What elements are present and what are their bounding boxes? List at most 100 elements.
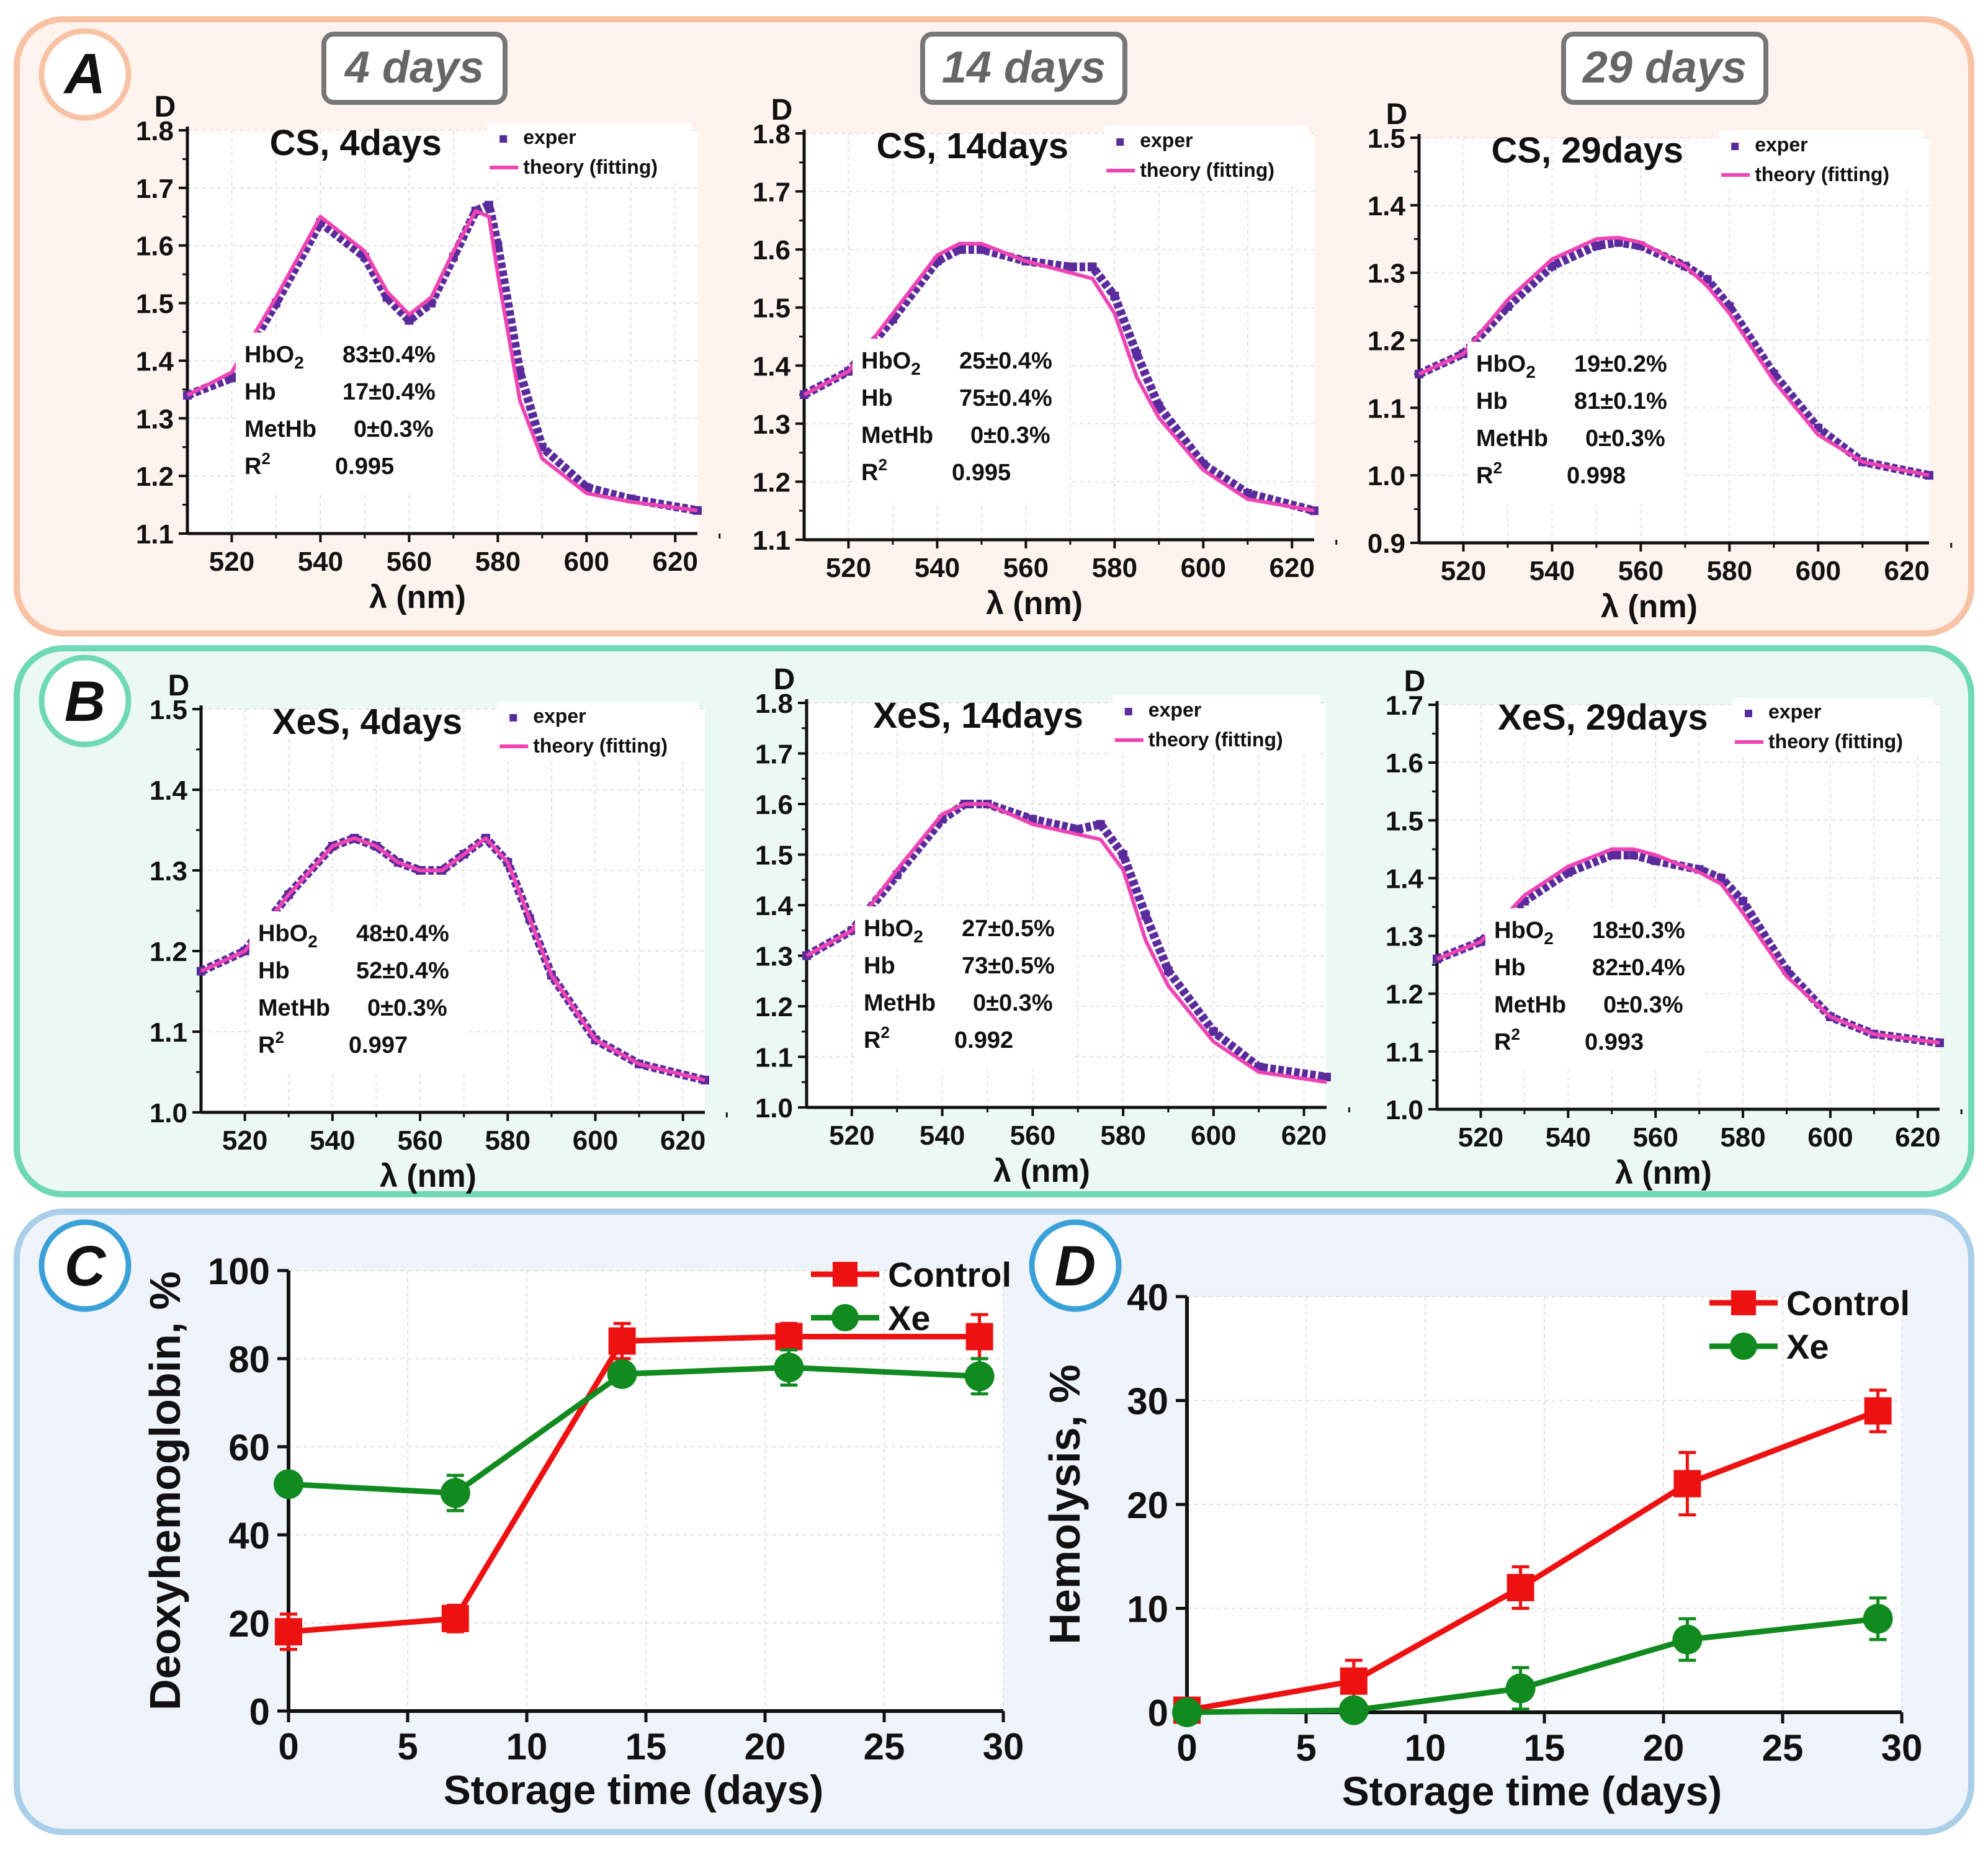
exper-point xyxy=(1614,238,1623,247)
x-tick-label: 560 xyxy=(1010,1120,1055,1151)
legend-exper-label: exper xyxy=(523,126,576,148)
fit-table-label-HbO2: HbO2 xyxy=(258,921,318,951)
day-tag-29: 29 days xyxy=(1561,32,1768,105)
legend-box xyxy=(1732,697,1933,757)
x-tick-label: 540 xyxy=(1529,556,1575,586)
exper-point xyxy=(227,373,236,383)
legend-exper-marker xyxy=(509,714,517,722)
fit-table-label-HbO2: HbO2 xyxy=(861,348,921,378)
fit-table-label-MetHb: MetHb xyxy=(861,422,933,449)
y-tick-label: 1.6 xyxy=(755,790,793,820)
exper-point xyxy=(1651,856,1660,865)
fit-table-value: 0±0.3% xyxy=(354,416,434,442)
y-axis-label: Deoxyhemoglobin, % xyxy=(141,1271,189,1710)
panel-c-badge: C xyxy=(38,1219,132,1312)
day-tag-14-label: 14 days xyxy=(942,43,1106,92)
panel-d-badge: D xyxy=(1029,1219,1122,1312)
exper-point xyxy=(1119,850,1128,859)
legend-marker-xe xyxy=(831,1304,859,1331)
fit-table-box xyxy=(853,339,1070,501)
y-tick-label: 1.5 xyxy=(1386,806,1423,836)
series-xe xyxy=(274,1348,995,1513)
exper-point xyxy=(1096,820,1105,829)
y-tick-label: 1.8 xyxy=(136,116,174,146)
y-axis-label: Hemolysis, % xyxy=(1041,1364,1089,1644)
y-tick-label: 1.5 xyxy=(755,841,793,871)
legend-box xyxy=(487,123,691,182)
fit-table-label-Hb: Hb xyxy=(1494,955,1526,981)
y-tick-label: 1.7 xyxy=(755,740,793,770)
legend-exper-marker xyxy=(1116,138,1124,146)
x-tick-label: 560 xyxy=(397,1125,442,1156)
y-tick-label: 1.7 xyxy=(1386,690,1423,721)
legend-exper-marker xyxy=(1745,710,1752,717)
fit-table-label-Hb: Hb xyxy=(1476,388,1508,414)
data-point xyxy=(775,1323,803,1351)
fit-table-label-Hb: Hb xyxy=(258,958,290,984)
y-tick-label: 1.1 xyxy=(755,1043,793,1073)
fit-table-label-HbO2: HbO2 xyxy=(864,916,923,946)
fit-table-value: 0.997 xyxy=(349,1032,408,1058)
x-tick-label: 520 xyxy=(829,1120,874,1151)
y-tick-label: 60 xyxy=(228,1427,270,1468)
y-tick-label: 1.4 xyxy=(753,351,791,382)
spectrum-chart-b3: 1.0 1.1 1.2 1.3 1.4 1.5 1.6 1.7 520 540 560 580 600 6… xyxy=(1386,665,1963,1191)
x-tick-label: 560 xyxy=(1003,553,1049,583)
exper-point xyxy=(1110,292,1119,300)
data-point xyxy=(440,1478,470,1508)
x-tick-label: 580 xyxy=(1720,1122,1765,1153)
x-tick-label: 15 xyxy=(625,1726,667,1767)
x-axis-label: λ (nm) xyxy=(986,586,1083,622)
panel-b-badge: B xyxy=(38,655,132,748)
x-axis-label: Storage time (days) xyxy=(1342,1768,1722,1814)
y-tick-label: 10 xyxy=(1127,1589,1168,1630)
exper-point xyxy=(1592,241,1601,251)
data-point xyxy=(1505,1673,1536,1704)
exper-point xyxy=(955,245,964,254)
legend-exper-marker xyxy=(499,135,508,143)
day-tag-4: 4 days xyxy=(321,32,508,105)
fit-table-label-HbO2: HbO2 xyxy=(1494,918,1554,948)
legend-theory-label: theory (fitting) xyxy=(1148,728,1283,751)
x-tick-label: 30 xyxy=(1881,1727,1923,1769)
exper-point xyxy=(1322,1073,1331,1082)
y-tick-label: 1.3 xyxy=(755,942,793,972)
fit-table-value: 0±0.3% xyxy=(973,990,1053,1016)
x-tick-label: 540 xyxy=(298,547,343,577)
data-point xyxy=(441,1604,469,1632)
y-tick-label: 20 xyxy=(1127,1485,1168,1526)
legend-theory-label: theory (fitting) xyxy=(1768,730,1903,753)
x-axis-label: λ (nm) xyxy=(369,579,466,615)
legend-exper-label: exper xyxy=(533,705,586,727)
spectrum-chart-b2: 1.0 1.1 1.2 1.3 1.4 1.5 1.6 1.7 1.8 520 540 560 580 6… xyxy=(755,663,1350,1189)
x-tick-label: 20 xyxy=(1643,1727,1685,1769)
exper-point xyxy=(1163,966,1173,975)
y-tick-label: 1.0 xyxy=(755,1093,793,1124)
y-tick-label: 0.9 xyxy=(1368,529,1405,559)
theory-series-line xyxy=(186,209,698,512)
fit-table-box xyxy=(855,906,1072,1069)
fit-table-value: 0±0.3% xyxy=(1585,426,1665,452)
x-tick-label: 25 xyxy=(864,1726,905,1767)
fit-table-box xyxy=(1485,908,1703,1071)
x-tick-label: 580 xyxy=(1707,556,1752,586)
y-tick-label: 0 xyxy=(249,1691,270,1733)
x-tick-label: 520 xyxy=(222,1125,267,1156)
fit-table-label-Hb: Hb xyxy=(861,385,893,411)
fit-table-label-MetHb: MetHb xyxy=(1494,992,1566,1018)
y-tick-label: 1.3 xyxy=(753,409,790,440)
y-tick-label: 0 xyxy=(1148,1692,1168,1734)
spectrum-chart-b1: 1.0 1.1 1.2 1.3 1.4 1.5 520 540 560 580 600 620 Dλ (… xyxy=(150,669,728,1194)
x-tick-label: 600 xyxy=(1807,1122,1853,1153)
y-tick-label: 1.6 xyxy=(753,235,790,266)
legend-label-xe: Xe xyxy=(1786,1327,1829,1366)
chart-title: XeS, 4days xyxy=(272,702,462,742)
panel-a-label: A xyxy=(63,42,105,105)
x-tick-label: 560 xyxy=(1618,556,1663,586)
panel-d-label: D xyxy=(1055,1235,1096,1298)
legend-exper-label: exper xyxy=(1148,699,1201,721)
data-point xyxy=(1672,1624,1703,1655)
chart-title: XeS, 14days xyxy=(873,695,1083,736)
y-axis-label: D xyxy=(168,669,190,702)
